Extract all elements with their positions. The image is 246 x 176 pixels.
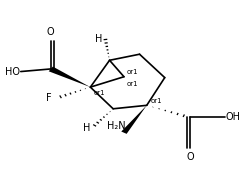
- Text: F: F: [46, 93, 52, 103]
- Text: or1: or1: [126, 69, 138, 75]
- Text: H₂N: H₂N: [107, 121, 125, 131]
- Text: or1: or1: [126, 81, 138, 87]
- Text: H: H: [83, 123, 90, 133]
- Text: H: H: [95, 34, 102, 44]
- Text: or1: or1: [151, 98, 163, 104]
- Polygon shape: [121, 105, 147, 134]
- Text: HO: HO: [5, 67, 20, 77]
- Text: O: O: [186, 152, 194, 162]
- Text: O: O: [47, 27, 55, 37]
- Polygon shape: [49, 67, 90, 87]
- Text: or1: or1: [94, 90, 106, 96]
- Text: OH: OH: [226, 112, 241, 122]
